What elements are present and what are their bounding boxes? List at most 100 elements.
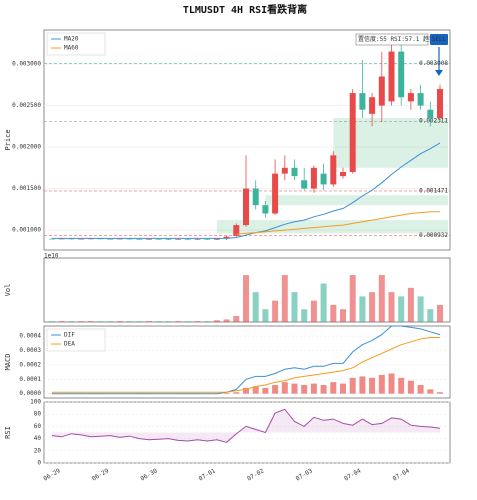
macd-hist	[330, 382, 337, 394]
legend-box	[46, 328, 106, 352]
candle-body	[310, 167, 317, 189]
candle-body	[301, 180, 308, 189]
candle-body	[437, 88, 443, 118]
x-tick-label: 06-30	[139, 467, 158, 482]
y-axis-label: Price	[4, 129, 12, 150]
x-tick-label: 07-03	[295, 467, 314, 482]
y-tick-label: 0.001000	[12, 227, 41, 234]
candle-body	[359, 93, 366, 110]
candle-body	[262, 205, 269, 214]
rsi-line	[51, 408, 441, 443]
level-label: 0.000932	[419, 232, 448, 239]
candle-body	[427, 109, 434, 118]
zone	[216, 220, 448, 234]
legend-label: MA20	[64, 36, 79, 43]
macd-hist	[359, 376, 366, 394]
macd-hist	[243, 387, 249, 394]
volume-bar	[349, 275, 356, 322]
candle-body	[126, 238, 133, 240]
volume-bar	[291, 292, 298, 322]
volume-bar	[437, 304, 443, 322]
volume-bar	[359, 296, 366, 322]
volume-bar	[330, 304, 337, 322]
ma-line	[236, 211, 440, 235]
candle-body	[68, 238, 75, 240]
candle-body	[407, 93, 414, 102]
signal-text: SELL	[432, 36, 447, 43]
x-tick-label: 07-04	[392, 467, 411, 482]
candle-body	[136, 239, 143, 240]
x-tick-label: 07-04	[343, 467, 362, 482]
volume-bar	[87, 321, 94, 322]
macd-hist	[407, 380, 414, 394]
macd-hist	[378, 374, 385, 394]
candle-body	[320, 173, 327, 185]
y-axis-label: Vol	[4, 284, 12, 297]
level-label: 0.001471	[419, 187, 448, 194]
candle-body	[194, 239, 201, 240]
macd-hist	[301, 385, 308, 394]
candle-body	[252, 188, 259, 206]
macd-hist	[291, 383, 298, 394]
level-label: 0.002311	[419, 118, 448, 125]
candle-body	[281, 167, 288, 174]
candle-body	[97, 238, 104, 240]
macd-hist	[320, 385, 327, 394]
macd-hist	[281, 382, 288, 394]
volume-bar	[417, 296, 424, 322]
y-tick-label: 0.0001	[19, 376, 41, 383]
volume-bar	[68, 321, 75, 322]
volume-bar	[398, 296, 405, 322]
volume-bar	[126, 321, 133, 322]
volume-bar	[78, 321, 85, 322]
candle-body	[223, 236, 230, 239]
volume-bar	[136, 321, 143, 322]
volume-bar	[58, 321, 65, 322]
volume-bar	[369, 292, 376, 322]
volume-bar	[223, 319, 230, 322]
macd-line	[52, 337, 440, 393]
volume-bar	[262, 309, 269, 322]
annotation-text: 置信度:55 RSI:57.1 趋势:	[358, 35, 439, 43]
macd-hist	[437, 392, 443, 394]
macd-hist	[233, 392, 240, 394]
candle-body	[417, 93, 424, 106]
macd-hist	[349, 377, 356, 394]
macd-hist	[369, 377, 376, 394]
candle-body	[349, 93, 356, 172]
annotation-box	[355, 33, 429, 46]
macd-hist	[252, 386, 259, 394]
level-label: 0.003008	[419, 60, 448, 67]
candle-body	[272, 173, 279, 214]
y-tick-label: 0.0003	[19, 347, 41, 354]
panel-frame	[43, 325, 451, 399]
volume-bar	[301, 309, 308, 322]
x-tick-label: 06-29	[91, 467, 110, 482]
volume-bar	[427, 309, 434, 322]
candle-body	[330, 155, 337, 185]
signal-box	[430, 34, 448, 45]
signal-arrowhead	[435, 70, 443, 76]
volume-bar	[49, 321, 55, 322]
candle-body	[213, 238, 220, 240]
legend-label: MA60	[64, 45, 79, 52]
volume-bar	[155, 321, 162, 322]
candle-body	[146, 239, 152, 240]
y-tick-label: 100	[30, 399, 41, 406]
y-axis-label: MACD	[4, 354, 12, 371]
legend-box	[46, 32, 106, 56]
volume-bar	[388, 292, 395, 322]
macd-hist	[310, 383, 317, 394]
volume-bar	[310, 300, 317, 322]
volume-bar	[165, 321, 172, 322]
candle-body	[233, 225, 240, 236]
volume-bar	[146, 321, 152, 322]
macd-hist	[223, 392, 230, 394]
volume-bar	[213, 320, 220, 322]
volume-bar	[378, 275, 385, 322]
volume-bar	[204, 321, 211, 322]
offset-label: 1e10	[44, 253, 59, 260]
macd-hist	[417, 385, 424, 394]
candle-body	[398, 51, 405, 98]
